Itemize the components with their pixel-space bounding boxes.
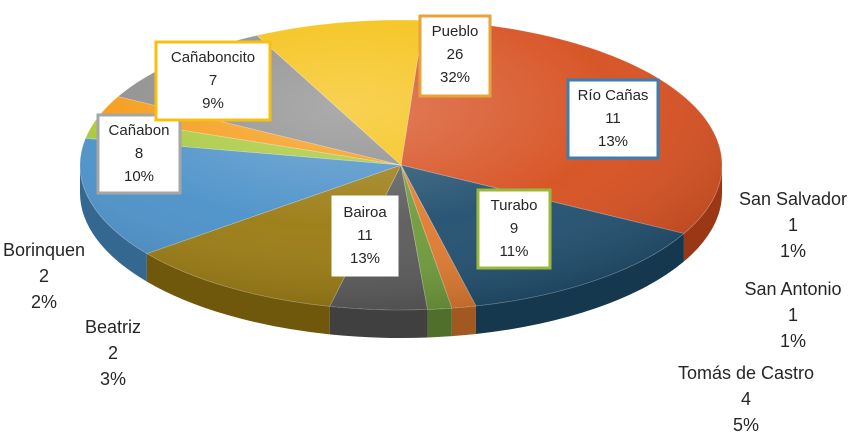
label-value: 4 xyxy=(741,389,751,409)
label-percent: 5% xyxy=(733,415,759,432)
data-label-r-o-ca-as: Río Cañas 11 13% xyxy=(566,78,660,160)
label-name: Borinquen xyxy=(3,240,85,260)
label-value: 2 xyxy=(39,266,49,286)
pie-side-5 xyxy=(146,253,330,335)
label-value: 11 xyxy=(357,227,373,244)
data-label-san-antonio: San Antonio 1 1% xyxy=(744,279,841,351)
label-percent: 11% xyxy=(500,243,529,260)
data-label-box xyxy=(154,40,272,122)
label-value: 1 xyxy=(788,215,798,235)
label-value: 11 xyxy=(605,110,621,127)
label-percent: 2% xyxy=(31,292,57,312)
label-name: Cañabon xyxy=(109,122,170,139)
label-name: Bairoa xyxy=(343,204,387,221)
data-label-san-salvador: San Salvador 1 1% xyxy=(739,189,847,261)
pie-side-3 xyxy=(427,308,452,338)
label-value: 8 xyxy=(135,145,143,162)
data-label-box xyxy=(96,113,182,195)
pie-side-2 xyxy=(451,305,476,337)
data-label-box xyxy=(566,78,660,160)
label-value: 1 xyxy=(788,305,798,325)
label-value: 9 xyxy=(510,220,518,237)
data-label-ca-aboncito: Cañaboncito 7 9% xyxy=(154,40,272,122)
data-label-box xyxy=(331,195,399,277)
label-name: San Antonio xyxy=(744,279,841,299)
label-value: 26 xyxy=(447,46,464,63)
label-name: Río Cañas xyxy=(578,87,649,104)
label-percent: 13% xyxy=(598,133,628,150)
label-name: Beatriz xyxy=(85,317,141,337)
label-value: 2 xyxy=(108,343,118,363)
label-name: Turabo xyxy=(491,197,538,214)
label-percent: 9% xyxy=(202,95,224,112)
pie-side-4 xyxy=(329,306,428,338)
label-percent: 3% xyxy=(100,369,126,389)
pie-side-1 xyxy=(475,233,684,334)
label-name: Pueblo xyxy=(432,23,479,40)
label-name: Cañaboncito xyxy=(171,49,255,66)
label-name: San Salvador xyxy=(739,189,847,209)
data-label-beatriz: Beatriz 2 3% xyxy=(85,317,141,389)
label-percent: 32% xyxy=(440,69,470,86)
label-percent: 1% xyxy=(780,331,806,351)
pie-side-0 xyxy=(683,165,722,262)
label-percent: 13% xyxy=(350,250,380,267)
data-label-turabo: Turabo 9 11% xyxy=(476,188,552,270)
pie-side-6 xyxy=(80,165,147,282)
data-label-borinquen: Borinquen 2 2% xyxy=(3,240,85,312)
label-name: Tomás de Castro xyxy=(678,363,814,383)
label-value: 7 xyxy=(209,72,217,89)
data-label-box xyxy=(476,188,552,270)
data-label-box xyxy=(418,14,492,98)
label-percent: 1% xyxy=(780,241,806,261)
data-label-tom-s-de-castro: Tomás de Castro 4 5% xyxy=(678,363,814,432)
data-label-bairoa: Bairoa 11 13% xyxy=(331,195,399,277)
data-label-pueblo: Pueblo 26 32% xyxy=(418,14,492,98)
data-label-ca-abon: Cañabon 8 10% xyxy=(96,113,182,195)
label-percent: 10% xyxy=(124,168,154,185)
